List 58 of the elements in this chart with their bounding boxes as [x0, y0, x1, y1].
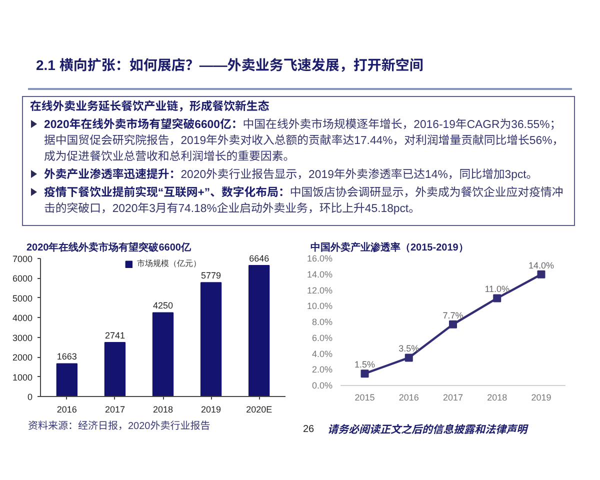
x-tick-label: 2017 [442, 392, 464, 402]
bar [56, 363, 78, 396]
x-tick-label: 2015 [354, 392, 375, 402]
data-label: 3.5% [398, 344, 420, 354]
chart-title: 2020年在线外卖市场有望突破6600亿 [26, 242, 192, 254]
text: 2.1 横向扩张：如何展店？——外卖业务飞速发展，打开新空间 [36, 56, 424, 75]
y-tick-label: 4.0% [312, 348, 332, 359]
point [360, 370, 369, 378]
bar [200, 282, 222, 396]
data-label: 7.7% [442, 310, 464, 320]
point [404, 354, 413, 362]
x-tick-label: 2018 [487, 392, 508, 402]
bar [104, 342, 126, 396]
data-label: 6646 [249, 253, 270, 264]
text: 外卖产业渗透率迅速提升：2020外卖行业报告显示，2019年外卖渗透率已达14%，同比增加3pct。 [44, 169, 538, 181]
legend-label: 市场规模（亿元） [137, 258, 201, 269]
text: 在线外卖业务延长餐饮产业链，形成餐饮新生态 [30, 99, 270, 115]
y-tick-label: 7000 [12, 254, 33, 264]
y-tick-label: 4000 [12, 313, 33, 324]
text: 2020年在线外卖市场有望突破6600亿：中国在线外卖市场规模逐年增长，2016-19年CAGR为36.55%；据中国贸促会研究院报告，2019年外卖对收入总额的贡献率达17.44%，对利润增量贡献同比增长56%，成为促进餐饮业总营收和总利润增长的重要因素。 [44, 119, 564, 163]
chart-title: 中国外卖产业渗透率（2015-2019） [310, 242, 468, 254]
data-label: 5779 [201, 270, 222, 281]
x-tick-label: 2019 [201, 404, 222, 414]
x-tick-label: 2018 [152, 404, 174, 414]
text: 26 [303, 423, 314, 437]
x-tick-label: 2016 [56, 404, 77, 414]
bar [152, 312, 174, 396]
y-tick-label: 2.0% [312, 364, 332, 375]
y-tick-label: 2000 [12, 352, 33, 363]
data-label: 4250 [152, 300, 174, 311]
point [449, 320, 457, 328]
text: 资料来源：经济日报，2020外卖行业报告 [28, 420, 212, 433]
y-tick-label: 6.0% [312, 332, 332, 343]
x-tick-label: 2016 [398, 392, 419, 402]
y-tick-label: 12.0% [306, 285, 333, 296]
data-label: 14.0% [528, 260, 554, 270]
bar [248, 264, 270, 396]
data-label: 1663 [56, 352, 77, 362]
text: 请务必阅读正文之后的信息披露和法律声明 [328, 423, 527, 438]
data-label: 2741 [104, 330, 125, 340]
y-tick-label: 8.0% [312, 317, 332, 327]
y-tick-label: 0 [27, 392, 33, 402]
y-tick-label: 1000 [12, 372, 33, 382]
x-tick-label: 2019 [531, 392, 552, 402]
data-label: 1.5% [354, 360, 376, 370]
y-tick-label: 10.0% [306, 301, 333, 312]
y-tick-label: 16.0% [306, 254, 333, 264]
y-tick-label: 6000 [12, 274, 33, 284]
y-tick-label: 0.0% [312, 380, 332, 390]
x-tick-label: 2017 [104, 404, 125, 414]
text: 疫情下餐饮业提前实现“互联网+”、数字化布局：中国饭店协会调研显示，外卖成为餐饮企业应对疫情冲击的突破口，2020年3月有74.18%企业启动外卖业务，环比上升45.18pct。 [44, 187, 564, 215]
data-label: 11.0% [484, 284, 510, 294]
point [493, 294, 502, 302]
x-tick-label: 2020E [246, 404, 272, 414]
y-tick-label: 5000 [12, 293, 33, 304]
point [537, 270, 546, 278]
y-tick-label: 3000 [12, 332, 33, 343]
y-tick-label: 14.0% [306, 269, 333, 280]
